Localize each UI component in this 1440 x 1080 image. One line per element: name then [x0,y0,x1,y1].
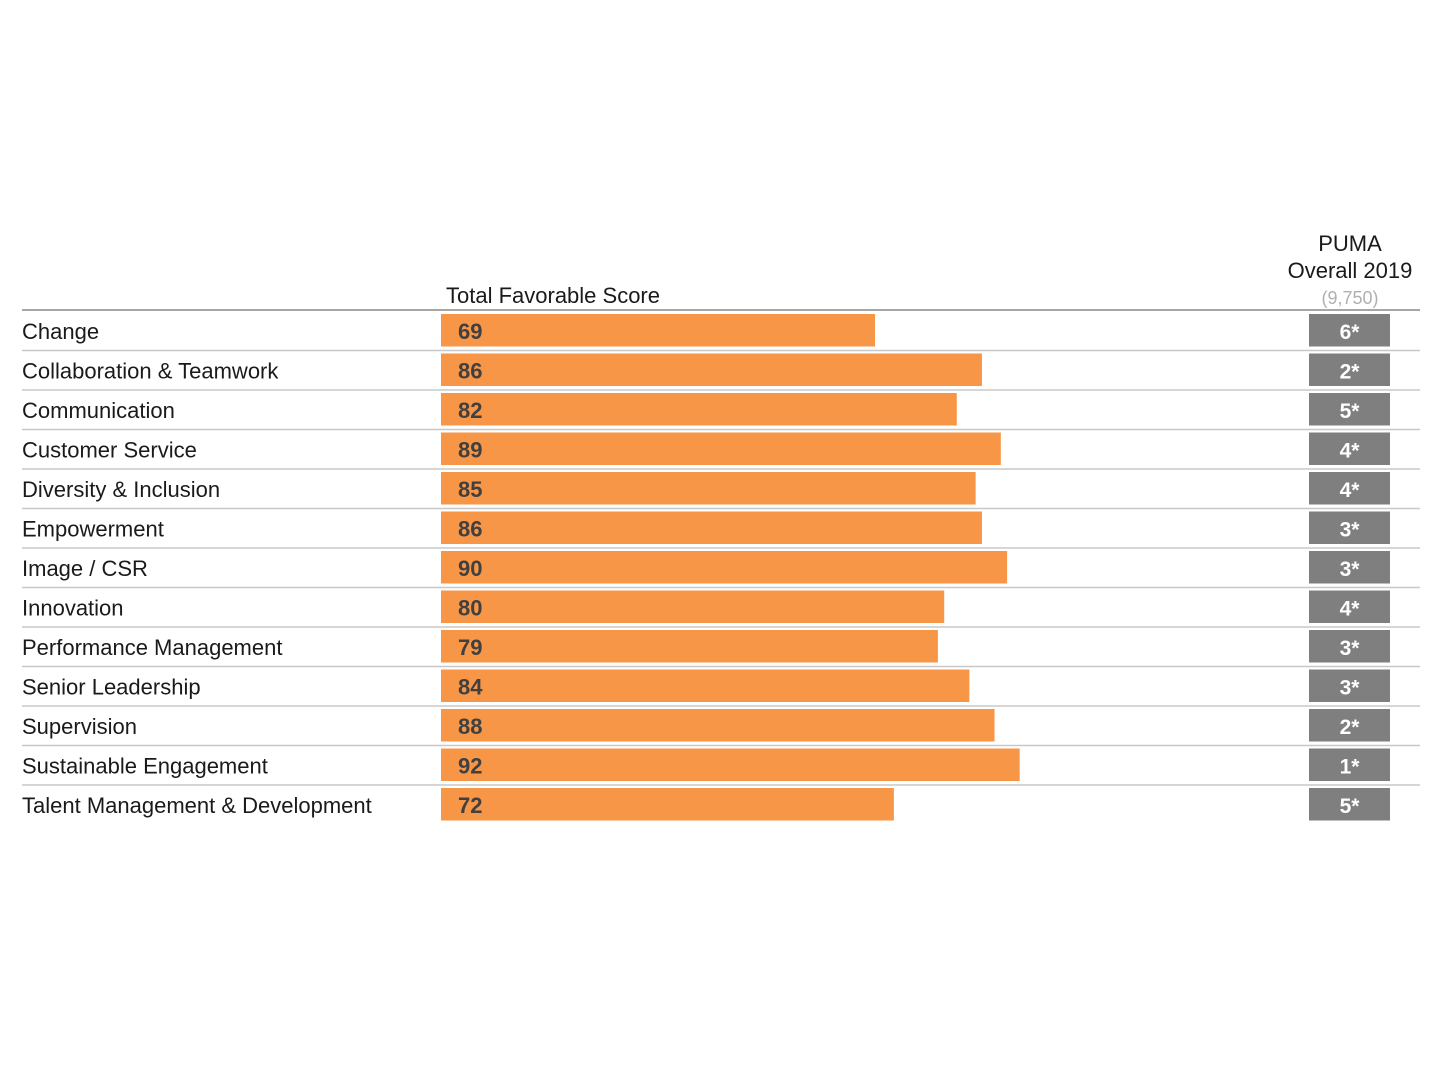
benchmark-badge-label: 6* [1340,321,1361,344]
benchmark-badge [1309,788,1390,821]
benchmark-badge [1309,748,1390,781]
category-label: Image / CSR [22,556,148,581]
benchmark-badge-label: 1* [1340,755,1361,778]
bar-value-label: 88 [458,714,482,739]
category-label: Empowerment [22,516,164,541]
bar [441,788,894,821]
bar [441,551,1008,584]
benchmark-badge-label: 5* [1340,795,1361,818]
bar [441,393,957,426]
benchmark-badge-label: 2* [1340,716,1361,739]
bar [441,748,1020,781]
bar-value-label: 72 [458,793,482,818]
benchmark-badge-label: 3* [1340,676,1361,699]
bar [441,669,970,702]
bar-value-label: 92 [458,753,482,778]
bar [441,630,938,663]
bar [441,432,1001,465]
category-label: Diversity & Inclusion [22,477,220,502]
benchmark-badge-label: 4* [1340,439,1361,462]
benchmark-sample-size: (9,750) [1321,288,1378,308]
benchmark-badge [1309,551,1390,584]
bar-value-label: 86 [458,358,482,383]
benchmark-badge [1309,472,1390,505]
bar [441,590,945,623]
benchmark-badge [1309,590,1390,623]
category-label: Performance Management [22,635,282,660]
bar [441,353,982,386]
bar [441,709,995,742]
category-label: Supervision [22,714,137,739]
benchmark-header-line2: Overall 2019 [1288,258,1413,283]
bar [441,314,876,347]
category-label: Customer Service [22,437,197,462]
benchmark-badge [1309,669,1390,702]
benchmark-badge [1309,630,1390,663]
bar-value-label: 69 [458,319,482,344]
bar-value-label: 90 [458,556,482,581]
bar-value-label: 82 [458,398,482,423]
score-column-header: Total Favorable Score [446,283,660,308]
benchmark-badge-label: 4* [1340,479,1361,502]
bar-value-label: 86 [458,516,482,541]
bar [441,511,982,544]
benchmark-badge [1309,511,1390,544]
benchmark-badge-label: 3* [1340,637,1361,660]
benchmark-header-line1: PUMA [1318,231,1382,256]
benchmark-badge-label: 2* [1340,360,1361,383]
category-label: Innovation [22,595,124,620]
category-label: Collaboration & Teamwork [22,358,279,383]
benchmark-badge [1309,353,1390,386]
benchmark-badge [1309,432,1390,465]
benchmark-badge [1309,393,1390,426]
category-label: Communication [22,398,175,423]
benchmark-badge [1309,314,1390,347]
category-label: Change [22,319,99,344]
bar-value-label: 80 [458,595,482,620]
benchmark-badge [1309,709,1390,742]
chart-rows: Change 69 6* Collaboration & Teamwork 86 2* Co… [22,314,1420,821]
benchmark-badge-label: 3* [1340,558,1361,581]
bar-value-label: 85 [458,477,482,502]
bar-value-label: 89 [458,437,482,462]
bar-value-label: 79 [458,635,482,660]
benchmark-badge-label: 4* [1340,597,1361,620]
benchmark-badge-label: 5* [1340,400,1361,423]
bar [441,472,976,505]
category-label: Sustainable Engagement [22,753,268,778]
benchmark-badge-label: 3* [1340,518,1361,541]
category-label: Talent Management & Development [22,793,372,818]
bar-value-label: 84 [458,674,483,699]
category-label: Senior Leadership [22,674,201,699]
